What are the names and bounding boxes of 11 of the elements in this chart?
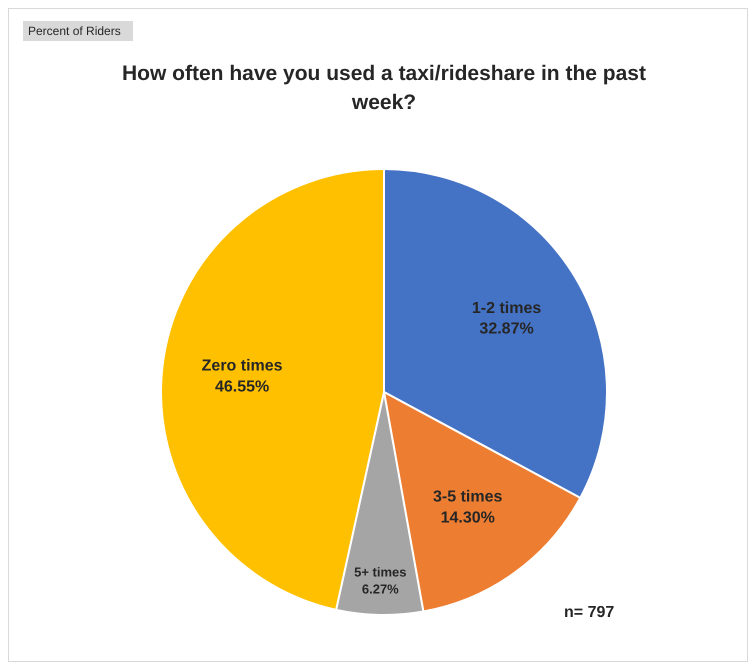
text: Percent of Riders [23, 21, 133, 41]
text: n= 797 [564, 604, 614, 622]
data-label: 32.87% [479, 320, 534, 338]
data-label: 14.30% [440, 509, 495, 526]
data-label: 6.27% [362, 582, 400, 597]
data-label: 46.55% [214, 378, 270, 396]
slice-label: Zero times [202, 358, 283, 375]
chart-title: How often have you used a taxi/rideshare in the past week? [121, 61, 647, 116]
slice-label: 3-5 times [433, 488, 502, 506]
slice-label: 5+ times [354, 564, 407, 580]
slice-label: 1-2 times [472, 300, 542, 317]
